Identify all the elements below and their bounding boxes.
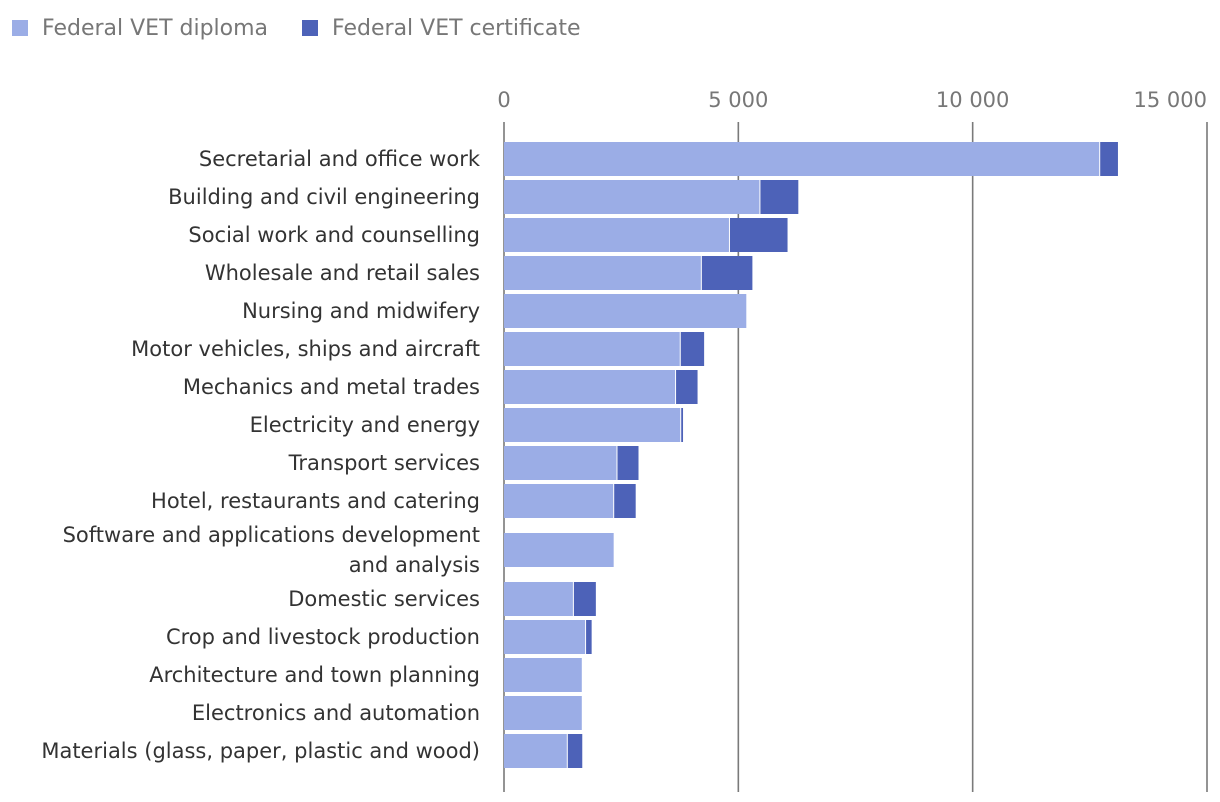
bar-diploma[interactable]	[504, 658, 582, 692]
category-label: Crop and livestock production	[166, 625, 480, 649]
category-label: Hotel, restaurants and catering	[151, 489, 480, 513]
bar-certificate[interactable]	[614, 484, 636, 518]
category-label: Materials (glass, paper, plastic and woo…	[41, 739, 480, 763]
bar-diploma[interactable]	[504, 218, 729, 252]
x-tick-label: 0	[497, 88, 510, 112]
category-label: Nursing and midwifery	[242, 299, 480, 323]
category-label: Mechanics and metal trades	[183, 375, 480, 399]
bar-diploma[interactable]	[504, 294, 747, 328]
category-label: Electricity and energy	[250, 413, 480, 437]
bar-certificate[interactable]	[567, 734, 583, 768]
category-label: Motor vehicles, ships and aircraft	[131, 337, 480, 361]
bar-diploma[interactable]	[504, 696, 582, 730]
legend-swatch-certificate	[302, 20, 319, 36]
legend-item-diploma[interactable]: Federal VET diploma	[12, 16, 268, 41]
category-label: Architecture and town planning	[149, 663, 480, 687]
bar-diploma[interactable]	[504, 620, 586, 654]
category-label: Social work and counselling	[188, 223, 480, 247]
bar-diploma[interactable]	[504, 734, 567, 768]
bar-diploma[interactable]	[504, 180, 760, 214]
bar-certificate[interactable]	[680, 332, 705, 366]
legend-swatch-diploma	[12, 20, 28, 36]
bar-certificate[interactable]	[617, 446, 639, 480]
legend: Federal VET diploma Federal VET certific…	[12, 12, 615, 44]
legend-item-certificate[interactable]: Federal VET certificate	[302, 16, 581, 41]
bars	[504, 142, 1118, 768]
bar-certificate[interactable]	[760, 180, 799, 214]
bar-certificate[interactable]	[586, 620, 592, 654]
bar-certificate[interactable]	[701, 256, 753, 290]
legend-label-diploma: Federal VET diploma	[42, 15, 269, 41]
bar-certificate[interactable]	[676, 370, 698, 404]
bar-diploma[interactable]	[504, 582, 573, 616]
x-tick-label: 10 000	[936, 88, 1009, 112]
bar-certificate[interactable]	[681, 408, 684, 442]
bar-diploma[interactable]	[504, 446, 617, 480]
legend-label-certificate: Federal VET certificate	[332, 15, 581, 41]
bar-diploma[interactable]	[504, 370, 676, 404]
category-label: Software and applications development	[63, 523, 480, 547]
bar-certificate[interactable]	[729, 218, 788, 252]
bar-diploma[interactable]	[504, 332, 680, 366]
bar-diploma[interactable]	[504, 484, 614, 518]
bar-diploma[interactable]	[504, 142, 1100, 176]
category-label: Secretarial and office work	[199, 147, 481, 171]
bar-certificate[interactable]	[573, 582, 596, 616]
bar-diploma[interactable]	[504, 256, 701, 290]
category-label: Building and civil engineering	[168, 185, 480, 209]
category-label: and analysis	[349, 553, 480, 577]
category-label: Wholesale and retail sales	[205, 261, 480, 285]
bar-diploma[interactable]	[504, 408, 681, 442]
category-label: Domestic services	[288, 587, 480, 611]
x-tick-label: 5 000	[708, 88, 768, 112]
bar-diploma[interactable]	[504, 533, 614, 567]
bar-certificate[interactable]	[1100, 142, 1118, 176]
x-tick-label: 15 000	[1134, 88, 1207, 112]
category-labels: Secretarial and office work Building and …	[41, 147, 481, 763]
x-tick-labels: 0 5 000 10 000 15 000	[497, 88, 1207, 112]
category-label: Electronics and automation	[192, 701, 480, 725]
category-label: Transport services	[288, 451, 480, 475]
